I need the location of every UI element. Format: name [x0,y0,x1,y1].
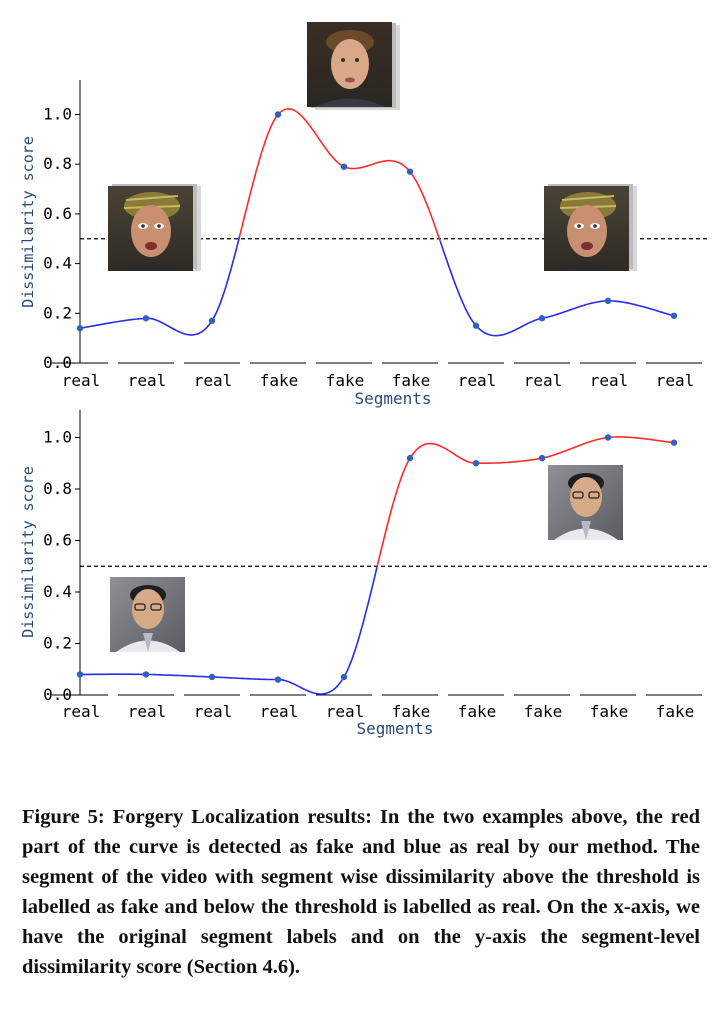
data-point [406,454,414,462]
y-ticks: 0.0 0.2 0.4 0.6 0.8 1.0 [43,105,80,372]
data-point [604,297,612,305]
x-tick-label: real [260,702,299,721]
y-tick-label: 0.2 [43,634,72,653]
x-tick-label: fake [260,371,299,390]
y-tick-label: 0.8 [43,479,72,498]
data-point [340,163,348,170]
data-point [538,315,546,322]
x-tick-label: real [194,371,233,390]
data-point [472,460,480,467]
fake-curve-segment [376,436,675,568]
x-tick-label: real [128,371,167,390]
x-tick-label: fake [656,702,695,721]
data-point [340,673,348,681]
data-point [142,315,150,322]
y-tick-label: 0.6 [43,204,72,223]
x-axis-label: Segments [354,389,431,408]
face-thumbnail-icon [107,184,201,272]
data-point [274,676,282,683]
forgery-localization-figure: 0.0 0.2 0.4 0.6 0.8 1.0 real real real fake fake f… [19,22,708,738]
face-thumbnail-icon [307,22,400,110]
data-point [76,325,84,332]
x-tick-label: real [62,702,101,721]
y-ticks: 0.0 0.2 0.4 0.6 0.8 1.0 [43,428,80,704]
x-tick-label: real [656,371,695,390]
data-point [208,673,216,681]
data-points [76,111,678,332]
data-point [670,312,678,319]
data-point [76,671,84,678]
x-axis-label: Segments [356,719,433,738]
x-tick-label: real [524,371,563,390]
y-tick-label: 1.0 [43,428,72,447]
data-point [670,439,678,446]
x-tick-label: real [62,371,101,390]
x-tick-label: fake [392,371,431,390]
chart-panel-top: 0.0 0.2 0.4 0.6 0.8 1.0 real real real fake fake f… [19,22,708,408]
x-tick-label: real [590,371,629,390]
face-thumbnail-icon [543,184,637,272]
x-tick-labels: real real real fake fake fake real real real real [62,371,695,390]
y-tick-label: 1.0 [43,105,72,124]
data-point [472,322,480,329]
y-tick-label: 0.0 [43,685,72,704]
x-tick-label: fake [458,702,497,721]
data-point [208,317,216,324]
x-tick-label: fake [590,702,629,721]
x-tick-label: real [326,702,365,721]
x-tick-label: real [128,702,167,721]
x-tick-label: fake [326,371,365,390]
y-tick-label: 0.0 [43,353,72,372]
y-tick-label: 0.6 [43,531,72,550]
y-tick-label: 0.8 [43,154,72,173]
y-axis-label: Dissimilarity score [19,466,37,638]
data-points [76,434,678,683]
figure-caption: Figure 5: Forgery Localization results: … [22,806,700,978]
face-thumbnail-icon [547,464,624,541]
y-tick-label: 0.4 [43,582,72,601]
y-tick-label: 0.4 [43,254,72,273]
face-thumbnail-icon [109,576,186,653]
data-point [604,434,612,441]
x-tick-label: real [458,371,497,390]
data-point [142,671,150,678]
chart-panel-bottom: 0.0 0.2 0.4 0.6 0.8 1.0 real real real real real f… [19,410,708,738]
data-point [406,168,414,175]
data-point [274,111,282,118]
x-tick-label: fake [392,702,431,721]
x-tick-label: real [194,702,233,721]
x-tick-label: fake [524,702,563,721]
y-tick-label: 0.2 [43,303,72,322]
x-tick-labels: real real real real real fake fake fake fake fake [62,702,695,721]
fake-curve-segment [238,108,442,242]
y-axis-label: Dissimilarity score [19,136,37,308]
data-point [538,454,546,462]
